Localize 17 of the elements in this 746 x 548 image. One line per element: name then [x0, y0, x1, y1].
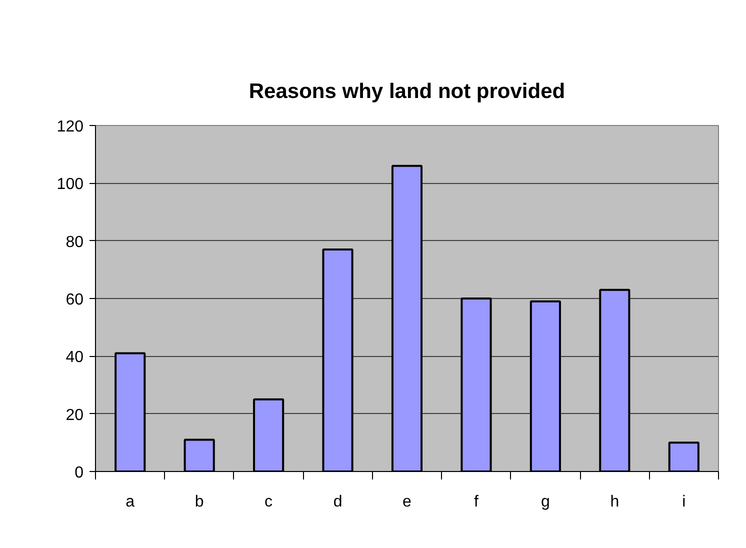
y-tick-label: 60 — [66, 292, 84, 308]
x-tick-label: b — [194, 494, 204, 510]
x-tick-label: h — [610, 494, 620, 510]
x-tick-label: d — [333, 494, 342, 510]
x-tick-label: a — [126, 494, 135, 510]
x-tick-label: g — [540, 494, 550, 510]
y-tick-label: 80 — [66, 234, 84, 251]
y-tick-label: 20 — [66, 406, 84, 424]
y-tick-label: 120 — [56, 118, 84, 136]
x-tick-label: i — [682, 494, 686, 510]
chart-title: Reasons why land not provided — [248, 80, 566, 103]
y-tick-label: 0 — [74, 464, 84, 482]
x-tick-label: f — [474, 494, 479, 510]
y-tick-label: 40 — [66, 349, 84, 366]
x-tick-label: c — [264, 494, 273, 510]
y-tick-label: 100 — [56, 176, 84, 194]
x-tick-label: e — [402, 494, 412, 510]
